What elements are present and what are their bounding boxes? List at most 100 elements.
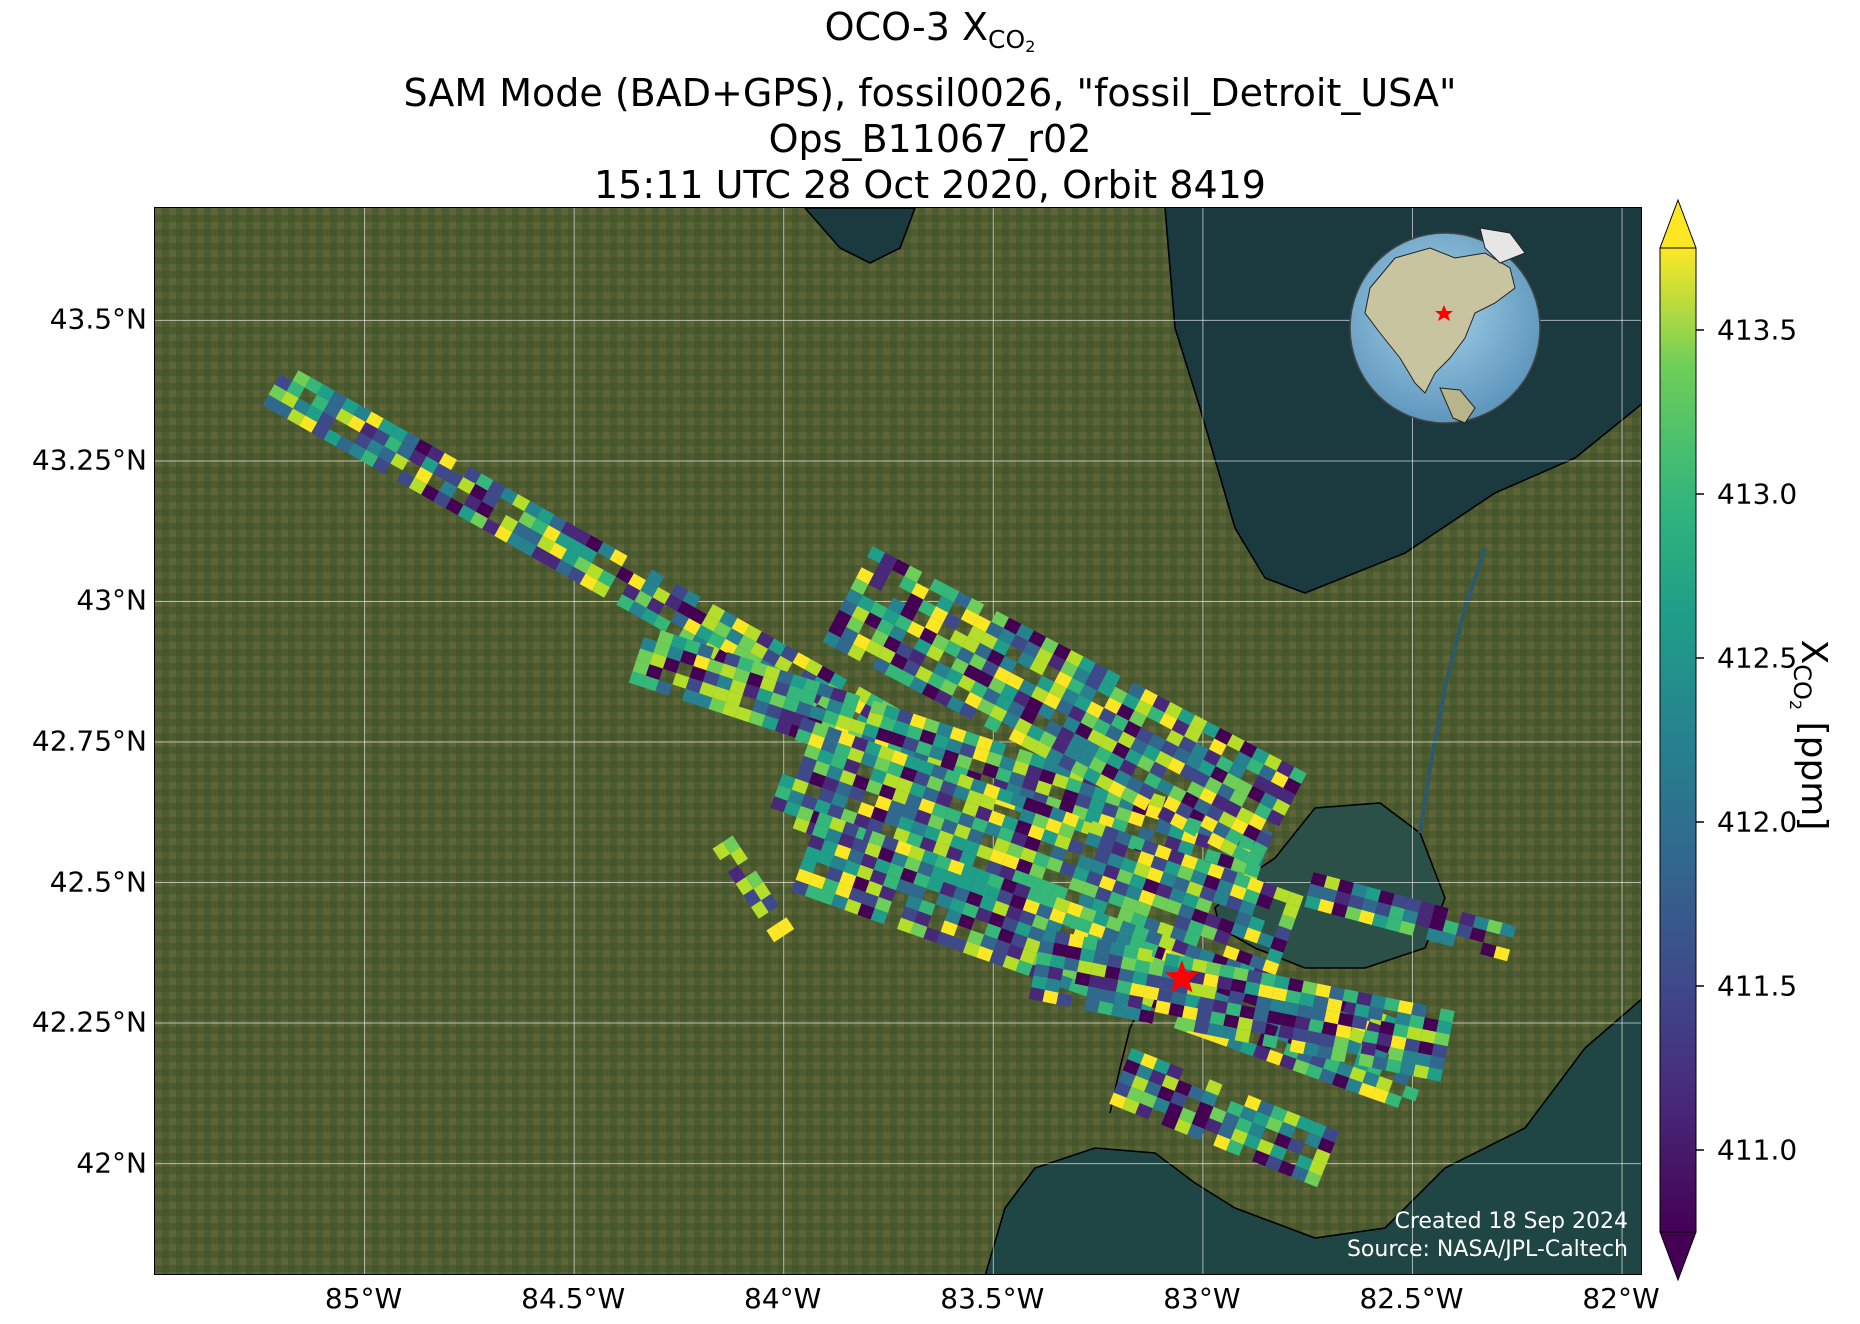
sounding-cell — [876, 618, 895, 636]
sounding-cell — [1379, 1020, 1396, 1036]
lat-tick-label: 42.75°N — [31, 724, 147, 758]
sounding-cell — [1066, 901, 1084, 918]
sounding-cell — [868, 830, 886, 847]
sounding-cell — [872, 657, 891, 675]
sounding-cell — [628, 573, 647, 591]
sounding-cell — [1022, 797, 1040, 814]
sounding-cell — [986, 649, 1005, 667]
sounding-cell — [1149, 761, 1168, 779]
sounding-cell — [445, 497, 464, 516]
sounding-cell — [1075, 917, 1093, 934]
sounding-cell — [1351, 882, 1368, 899]
sounding-cell — [791, 879, 809, 896]
sounding-cell — [915, 740, 933, 757]
sounding-cell — [640, 580, 659, 598]
sounding-cell — [1117, 907, 1135, 924]
sounding-cell — [930, 865, 948, 882]
sounding-cell — [1156, 778, 1175, 796]
sounding-cell — [1213, 1134, 1231, 1151]
sounding-cell — [1154, 1000, 1171, 1015]
sounding-cell — [955, 754, 973, 770]
sounding-cell — [780, 645, 799, 663]
sounding-cell — [787, 789, 805, 806]
sounding-cell — [1154, 750, 1173, 769]
sounding-cell — [719, 663, 737, 680]
sounding-cell — [909, 713, 927, 730]
sounding-cell — [918, 899, 936, 916]
sounding-cell — [1270, 771, 1289, 789]
sounding-cell — [1278, 1160, 1296, 1177]
sounding-cell — [900, 603, 918, 622]
sounding-cell — [1122, 1059, 1141, 1076]
sounding-cell — [360, 449, 379, 468]
sounding-cell — [292, 398, 311, 416]
sounding-cell — [968, 653, 987, 671]
sounding-cell — [628, 671, 646, 687]
sounding-cell — [1191, 958, 1208, 974]
sounding-cell — [909, 883, 927, 900]
sounding-cell — [1132, 971, 1149, 986]
sounding-cell — [707, 631, 726, 650]
sounding-cell — [1113, 991, 1130, 1007]
sounding-cell — [966, 598, 985, 616]
sounding-cell — [998, 628, 1016, 646]
sounding-cell — [919, 627, 938, 645]
sounding-cell — [1026, 887, 1044, 904]
sounding-cell — [1051, 884, 1069, 900]
sounding-cell — [991, 611, 1010, 629]
sounding-cell — [1187, 1085, 1206, 1102]
sounding-cell — [843, 691, 861, 708]
sounding-cell — [888, 625, 907, 643]
sounding-cell — [1408, 1014, 1425, 1030]
sounding-cell — [1171, 939, 1189, 956]
sounding-cell — [1176, 865, 1195, 882]
lon-tick-label: 84°W — [744, 1282, 822, 1315]
sounding-cell — [1136, 755, 1155, 773]
sounding-cell — [1068, 705, 1087, 723]
lat-tick-label: 42°N — [76, 1146, 147, 1180]
sounding-cell — [1178, 736, 1197, 754]
sounding-cell — [875, 727, 893, 744]
sounding-cell — [1265, 1155, 1283, 1172]
sounding-cell — [733, 667, 751, 684]
sounding-cell — [813, 799, 832, 816]
sounding-cell — [1156, 921, 1174, 938]
sounding-cell — [1006, 842, 1024, 859]
sounding-cell — [1186, 982, 1203, 997]
sounding-cell — [1027, 926, 1045, 943]
sounding-cell — [809, 705, 827, 722]
sounding-cell — [1344, 906, 1362, 922]
sounding-cell — [1166, 1063, 1184, 1080]
sounding-cell — [1090, 962, 1107, 978]
sounding-cell — [1391, 893, 1409, 909]
map-panel[interactable] — [154, 207, 1642, 1275]
sounding-cell — [807, 834, 825, 851]
sounding-cell — [931, 802, 949, 819]
sounding-cell — [1097, 836, 1115, 853]
colorbar-tick-marks — [1696, 329, 1704, 1151]
sounding-cell — [1065, 945, 1082, 961]
st-clair-river — [1418, 547, 1487, 834]
sounding-cell — [1006, 944, 1024, 960]
sounding-cell — [1134, 959, 1151, 974]
sounding-cell — [799, 755, 817, 772]
sounding-cell — [1129, 873, 1147, 890]
sounding-cell — [642, 675, 660, 692]
sounding-cell — [542, 525, 561, 543]
sounding-cell — [1438, 1008, 1455, 1023]
sounding-cell — [816, 682, 834, 699]
sounding-cell — [1013, 882, 1031, 899]
sounding-cell — [839, 871, 857, 888]
sounding-cell — [984, 923, 1002, 940]
sounding-cell — [1101, 763, 1119, 781]
sounding-cell — [1157, 988, 1174, 1003]
sounding-cell — [1039, 892, 1058, 909]
sounding-cell — [893, 827, 911, 844]
sounding-cell — [1018, 910, 1036, 927]
globe-target-star — [1435, 305, 1453, 321]
sounding-cell — [512, 494, 531, 512]
sounding-cell — [1231, 845, 1250, 863]
sounding-cell — [335, 436, 354, 454]
sounding-cell — [1078, 656, 1096, 674]
sounding-cell — [766, 923, 785, 943]
